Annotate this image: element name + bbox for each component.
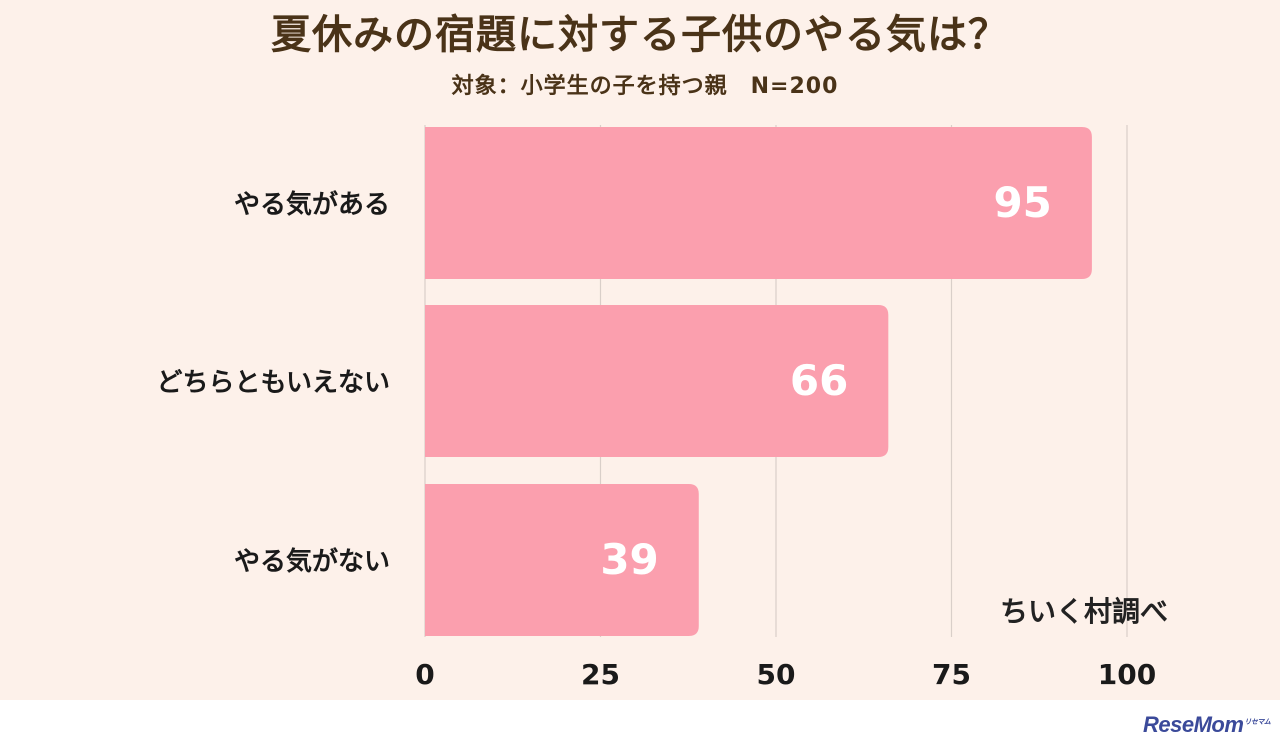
bar [425, 127, 1092, 279]
category-label: やる気がある [234, 189, 390, 220]
x-tick-label: 0 [415, 658, 434, 691]
x-tick-label: 50 [757, 658, 796, 691]
x-tick-label: 75 [932, 658, 971, 691]
bar-value-label: 95 [993, 178, 1051, 227]
source-note: ちいく村調べ [1000, 595, 1169, 628]
category-label: どちらともいえない [157, 368, 390, 398]
bar [425, 305, 889, 457]
category-label: やる気がない [234, 546, 390, 577]
bar-value-label: 66 [790, 356, 848, 405]
x-tick-label: 25 [581, 658, 620, 691]
resemom-logo: ReseMomリセマム [1143, 712, 1271, 737]
bar [425, 484, 699, 636]
bar-value-label: 39 [600, 535, 658, 584]
chart-subtitle: 対象：小学生の子を持つ親 N=200 [451, 74, 839, 99]
chart-title: 夏休みの宿題に対する子供のやる気は？ [271, 12, 1009, 58]
bar-chart: 95 やる気がある 66 どちらともいえない 39 やる気がない 0 25 50 75 100 [157, 125, 1156, 691]
x-tick-label: 100 [1098, 658, 1156, 691]
